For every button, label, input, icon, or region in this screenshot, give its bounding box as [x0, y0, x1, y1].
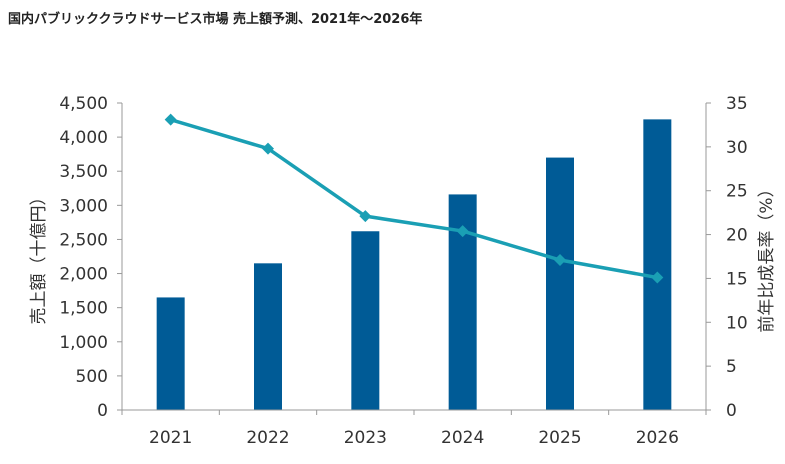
bar — [643, 119, 672, 410]
left-tick-label: 0 — [97, 401, 108, 421]
right-tick-label: 30 — [726, 138, 748, 158]
right-axis-ticks: 0 5 10 15 20 25 30 35 — [726, 94, 748, 421]
growth-point — [262, 142, 274, 155]
axes — [117, 102, 711, 415]
bar — [254, 263, 282, 410]
chart-title: 国内パブリッククラウドサービス市場 売上額予測、2021年～2026年 — [8, 12, 423, 27]
growth-point — [359, 210, 372, 223]
right-tick-label: 35 — [726, 94, 748, 114]
growth-point — [651, 271, 664, 284]
x-axis-ticks: 2021 2022 2023 2024 2025 2026 — [149, 428, 679, 448]
right-tick-label: 5 — [726, 357, 737, 377]
y-axis-label: 売上額（十億円） — [29, 189, 49, 325]
x-tick-label: 2022 — [246, 428, 289, 448]
x-tick-label: 2025 — [538, 428, 581, 448]
left-tick-label: 2,000 — [59, 265, 108, 285]
bar — [546, 157, 574, 410]
growth-point — [164, 113, 177, 126]
left-tick-label: 2,500 — [59, 230, 108, 250]
x-tick-label: 2024 — [441, 428, 484, 448]
bar-series — [156, 119, 672, 410]
right-tick-label: 10 — [726, 313, 748, 333]
growth-line — [170, 117, 658, 280]
x-tick-label: 2023 — [344, 428, 387, 448]
left-tick-label: 3,000 — [59, 196, 108, 216]
left-tick-label: 4,500 — [59, 94, 108, 114]
left-tick-label: 1,000 — [59, 333, 108, 353]
left-tick-label: 4,000 — [59, 128, 108, 148]
right-tick-label: 15 — [726, 269, 748, 289]
growth-point — [554, 254, 566, 267]
left-tick-label: 3,500 — [59, 162, 108, 182]
y2-axis-label: 前年比成長率（%） — [757, 180, 777, 332]
x-tick-label: 2021 — [149, 428, 192, 448]
right-tick-label: 0 — [726, 401, 737, 421]
left-axis-ticks: 0 500 1,000 1,500 2,000 2,500 3,000 3,500 4,000 4… — [59, 94, 108, 421]
growth-line-series — [164, 113, 664, 284]
right-tick-label: 20 — [726, 226, 748, 246]
right-tick-label: 25 — [726, 182, 748, 202]
bar — [351, 231, 380, 410]
left-tick-label: 500 — [76, 367, 108, 387]
x-tick-label: 2026 — [636, 428, 679, 448]
bar — [156, 297, 185, 410]
left-tick-label: 1,500 — [59, 299, 108, 319]
growth-point — [456, 225, 469, 238]
